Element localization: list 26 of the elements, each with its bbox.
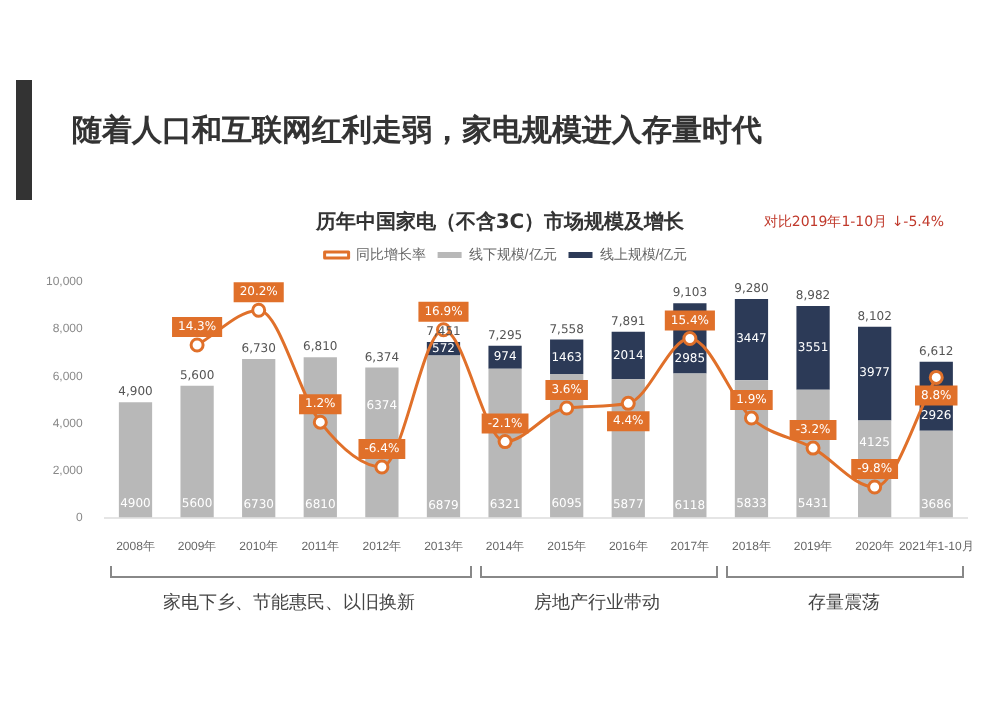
point: [312, 414, 328, 430]
point: [867, 479, 883, 495]
bar: [242, 359, 276, 518]
text: 存量震荡: [807, 591, 880, 616]
chart-subtitle: 历年中国家电（不含3C）市场规模及增长: [315, 212, 685, 234]
bar: [858, 326, 892, 421]
point: [559, 400, 575, 416]
bar: [919, 430, 953, 518]
point: [374, 459, 390, 475]
text: 房地产行业带动: [534, 591, 661, 616]
point: [620, 395, 636, 411]
point: [497, 434, 513, 450]
bar: [426, 355, 461, 518]
point: [805, 440, 821, 456]
bar: [180, 385, 214, 518]
chart-title: 随着人口和互联网红利走弱，家电规模进入存量时代: [72, 112, 762, 150]
bar: [118, 402, 153, 518]
point: [682, 331, 698, 347]
text: 家电下乡、节能惠民、以旧换新: [163, 591, 416, 616]
point: [928, 369, 944, 385]
point: [189, 337, 205, 353]
point: [743, 410, 759, 426]
bar: [673, 373, 707, 518]
bar: [734, 298, 769, 381]
bar: [796, 305, 830, 390]
point: [251, 302, 267, 318]
